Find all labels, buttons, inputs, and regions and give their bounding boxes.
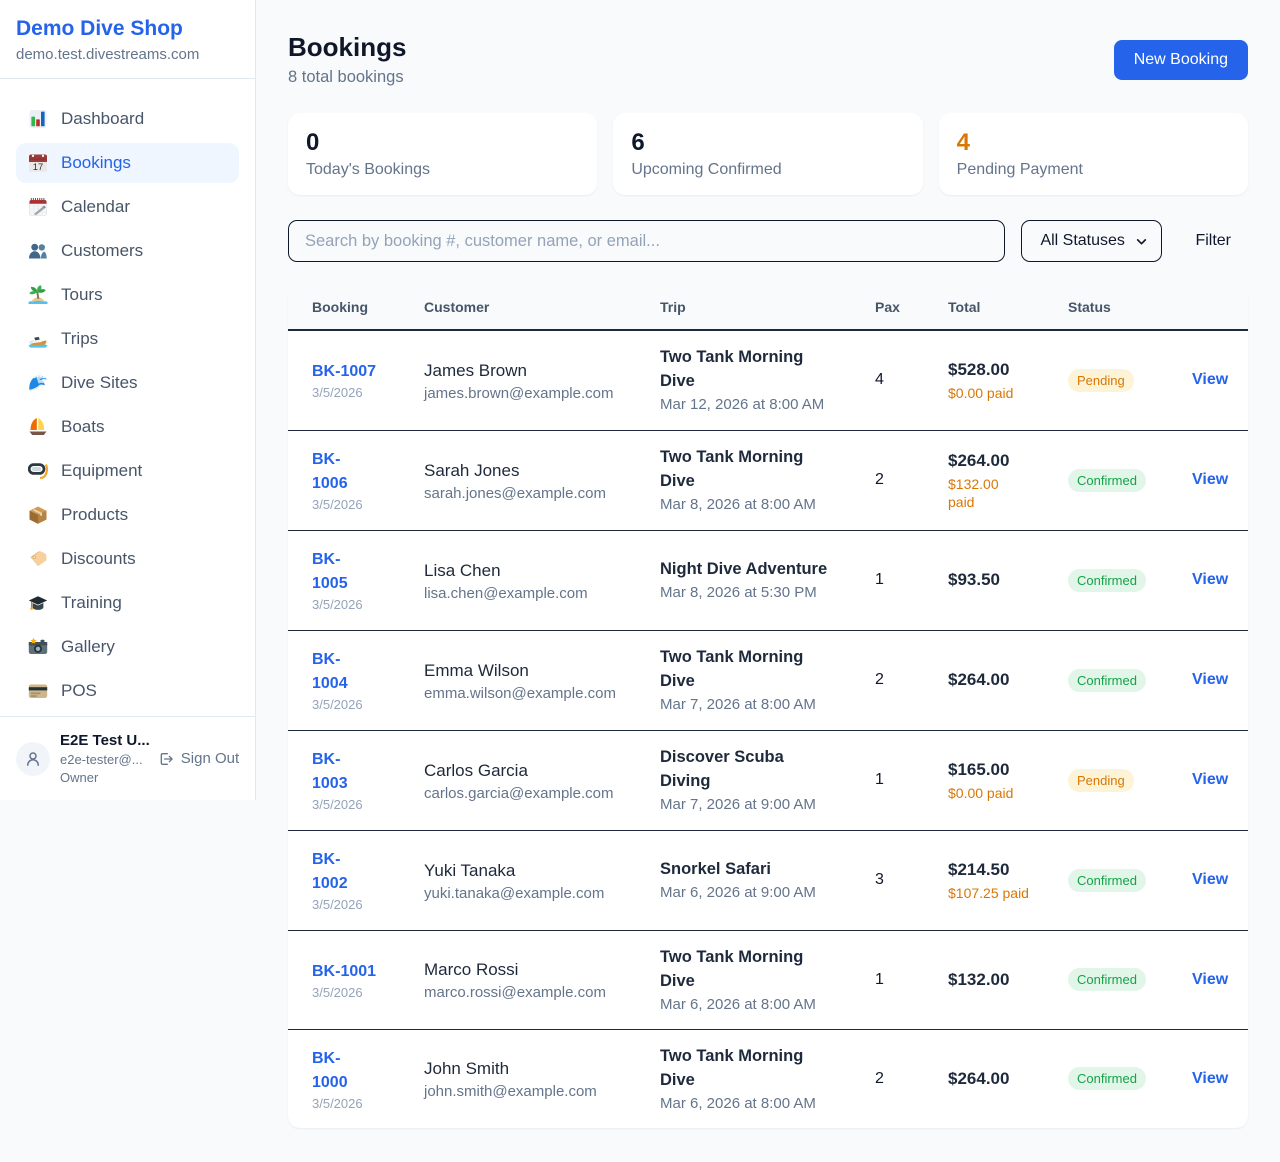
svg-text:17: 17	[33, 161, 43, 172]
